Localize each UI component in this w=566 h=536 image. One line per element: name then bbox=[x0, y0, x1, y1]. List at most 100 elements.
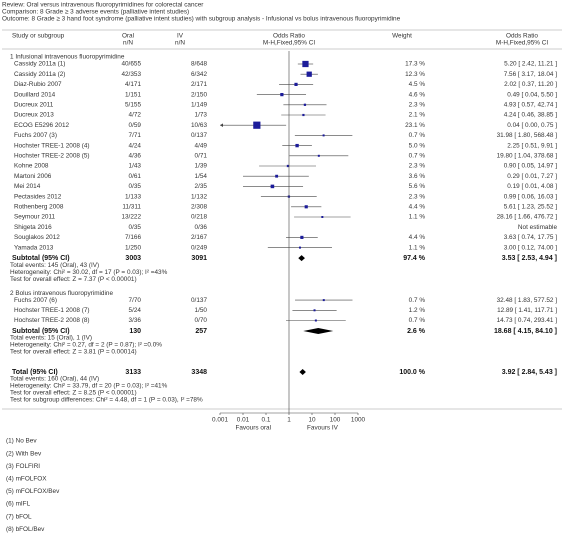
summary-diamond bbox=[299, 369, 306, 375]
effect-square bbox=[321, 216, 324, 218]
odds-ratio: 0.49 [ 0.04, 5.50 ] bbox=[507, 91, 557, 98]
summary-name: Subtotal (95% CI) bbox=[12, 255, 70, 262]
iv-events: 1/149 bbox=[191, 101, 207, 108]
odds-ratio: 5.20 [ 2.42, 11.21 ] bbox=[504, 61, 557, 68]
effect-square bbox=[313, 309, 316, 312]
summary-oral: 130 bbox=[129, 328, 141, 335]
footnote: (3) FOLFIRI bbox=[6, 463, 40, 470]
study-name: Martoni 2006 bbox=[14, 173, 52, 180]
footnote: (5) mFOLFOX/Bev bbox=[6, 488, 60, 495]
x-tick-label: 0.1 bbox=[262, 417, 271, 424]
x-tick-label: 10 bbox=[308, 417, 316, 424]
weight: 17.3 % bbox=[405, 61, 425, 68]
review-line: Review: Oral versus intravenous fluoropy… bbox=[2, 2, 204, 9]
oral-events: 0/35 bbox=[129, 183, 142, 190]
footnote: (7) bFOL bbox=[6, 513, 32, 520]
odds-ratio: 31.98 [ 1.80, 568.48 ] bbox=[497, 132, 558, 139]
col-weight: Weight bbox=[392, 33, 412, 40]
summary-name: Total (95% CI) bbox=[12, 369, 58, 376]
study-name: Cassidy 2011a (1) bbox=[14, 61, 65, 68]
group-stat: Test for overall effect: Z = 7.37 (P < 0… bbox=[10, 276, 137, 283]
iv-events: 10/63 bbox=[191, 122, 207, 129]
effect-square bbox=[275, 174, 279, 178]
weight: 5.0 % bbox=[409, 142, 426, 149]
weight: 0.7 % bbox=[409, 297, 426, 304]
odds-ratio: 5.61 [ 1.23, 25.52 ] bbox=[504, 203, 558, 210]
study-name: Ducreux 2013 bbox=[14, 112, 54, 119]
outcome-line: Outcome: 8 Grade ≥ 3 hand foot syndrome … bbox=[2, 16, 401, 23]
weight: 2.3 % bbox=[409, 193, 426, 200]
x-tick-label: 1 bbox=[287, 417, 291, 424]
summary-name: Subtotal (95% CI) bbox=[12, 328, 70, 335]
iv-events: 2/35 bbox=[195, 183, 208, 190]
odds-ratio: 14.73 [ 0.74, 293.41 ] bbox=[497, 317, 558, 324]
iv-events: 1/54 bbox=[195, 173, 208, 180]
study-name: Diaz-Rubio 2007 bbox=[14, 81, 62, 88]
group-stat: Heterogeneity: Chi² = 0.27, df = 2 (P = … bbox=[10, 342, 162, 349]
study-name: Rothenberg 2008 bbox=[14, 203, 64, 210]
odds-ratio: 28.16 [ 1.66, 476.72 ] bbox=[497, 214, 558, 221]
summary-odds-ratio: 3.53 [ 2.53, 4.94 ] bbox=[502, 255, 557, 262]
summary-weight: 100.0 % bbox=[399, 369, 425, 376]
effect-square bbox=[298, 246, 301, 249]
favours-left: Favours oral bbox=[235, 425, 271, 432]
iv-events: 0/137 bbox=[191, 132, 207, 139]
col-plot: Odds Ratio bbox=[273, 33, 305, 40]
study-name: Yamada 2013 bbox=[14, 244, 54, 251]
weight: 0.7 % bbox=[409, 317, 426, 324]
iv-events: 1/132 bbox=[191, 193, 207, 200]
iv-events: 4/49 bbox=[195, 142, 208, 149]
effect-square bbox=[295, 143, 299, 148]
comparison-line: Comparison: 8 Grade ≥ 3 adverse events (… bbox=[2, 9, 189, 16]
oral-events: 0/35 bbox=[129, 224, 142, 231]
footnote: (8) bFOL/Bev bbox=[6, 526, 45, 533]
oral-events: 1/151 bbox=[125, 91, 141, 98]
odds-ratio: 0.99 [ 0.06, 16.03 ] bbox=[504, 193, 558, 200]
col-effect-sub: M-H,Fixed,95% CI bbox=[496, 40, 548, 47]
summary-odds-ratio: 18.68 [ 4.15, 84.10 ] bbox=[494, 328, 557, 335]
effect-square bbox=[303, 103, 307, 106]
oral-events: 3/36 bbox=[129, 317, 142, 324]
odds-ratio: Not estimable bbox=[518, 224, 558, 231]
footnote: (4) mFOLFOX bbox=[6, 475, 47, 482]
x-tick-label: 0.001 bbox=[212, 417, 228, 424]
odds-ratio: 32.48 [ 1.83, 577.52 ] bbox=[497, 297, 558, 304]
study-name: Hochster TREE-2 2008 (5) bbox=[14, 152, 90, 159]
odds-ratio: 3.00 [ 0.12, 74.00 ] bbox=[504, 244, 558, 251]
study-name: Hochster TREE-1 2008 (4) bbox=[14, 142, 90, 149]
study-name: Douillard 2014 bbox=[14, 91, 56, 98]
iv-events: 2/171 bbox=[191, 81, 207, 88]
study-name: Shigeta 2016 bbox=[14, 224, 52, 231]
col-oral-sub: n/N bbox=[123, 40, 133, 47]
study-name: Hochster TREE-1 2008 (7) bbox=[14, 307, 90, 314]
odds-ratio: 12.89 [ 1.41, 117.71 ] bbox=[497, 307, 557, 314]
study-name: Souglakos 2012 bbox=[14, 234, 60, 241]
group-stat: Test for overall effect: Z = 3.81 (P = 0… bbox=[10, 349, 137, 356]
summary-iv: 257 bbox=[195, 328, 207, 335]
footnote: (1) No Bev bbox=[6, 438, 37, 445]
odds-ratio: 2.02 [ 0.37, 11.20 ] bbox=[504, 81, 557, 88]
summary-oral: 3133 bbox=[125, 369, 141, 376]
odds-ratio: 0.19 [ 0.01, 4.08 ] bbox=[507, 183, 557, 190]
weight: 1.1 % bbox=[409, 244, 426, 251]
iv-events: 0/70 bbox=[195, 317, 208, 324]
oral-events: 0/59 bbox=[129, 122, 142, 129]
effect-square bbox=[286, 164, 290, 168]
summary-oral: 3003 bbox=[125, 255, 141, 262]
oral-events: 5/155 bbox=[125, 101, 141, 108]
weight: 0.7 % bbox=[409, 152, 426, 159]
effect-square bbox=[300, 235, 304, 239]
oral-events: 42/353 bbox=[121, 71, 141, 78]
effect-square bbox=[317, 154, 320, 157]
weight: 1.1 % bbox=[409, 214, 426, 221]
odds-ratio: 4.24 [ 0.46, 38.85 ] bbox=[504, 112, 558, 119]
effect-square bbox=[322, 134, 325, 137]
weight: 23.1 % bbox=[405, 122, 425, 129]
col-study: Study or subgroup bbox=[12, 33, 65, 40]
iv-events: 0/71 bbox=[195, 152, 208, 159]
oral-events: 11/311 bbox=[122, 203, 141, 210]
oral-events: 40/655 bbox=[121, 61, 141, 68]
group-stat: Heterogeneity: Chi² = 30.02, df = 17 (P … bbox=[10, 269, 168, 276]
effect-square bbox=[302, 60, 309, 68]
